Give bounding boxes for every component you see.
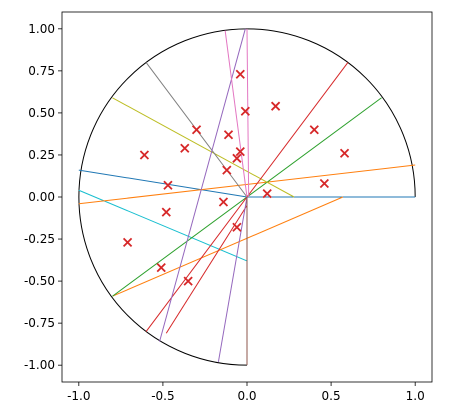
point-19 <box>156 262 166 273</box>
point-4 <box>223 130 234 140</box>
point-17 <box>232 222 242 232</box>
y-tick-label: 1.00 <box>28 22 55 36</box>
x-axis: -1.0 -0.5 0.0 0.5 1.0 <box>67 382 425 403</box>
quarter-arc-boundary <box>246 28 416 198</box>
point-12 <box>163 180 173 190</box>
y-tick-label: -0.75 <box>24 316 55 330</box>
point-7 <box>339 148 350 158</box>
segment-3 <box>78 164 416 205</box>
y-tick-label: 0.00 <box>28 190 55 204</box>
segment-9 <box>165 205 248 334</box>
point-18 <box>122 237 133 248</box>
y-tick-label: -1.00 <box>24 358 55 372</box>
point-14 <box>262 188 272 199</box>
point-6 <box>309 125 319 135</box>
point-8 <box>139 150 150 160</box>
x-tick-label: -0.5 <box>151 389 174 403</box>
x-tick-label: 1.0 <box>406 389 425 403</box>
plot-area <box>78 28 416 366</box>
y-axis: 1.00 0.75 0.50 0.25 0.00 -0.25 -0.50 -0.75 -1.00 <box>24 22 62 372</box>
segment-10 <box>159 28 246 342</box>
point-0 <box>235 69 245 79</box>
point-20 <box>183 276 193 286</box>
segment-12 <box>224 30 248 198</box>
segment-0 <box>78 169 248 198</box>
point-9 <box>235 146 245 157</box>
y-tick-label: 0.75 <box>28 64 55 78</box>
point-2 <box>191 125 202 135</box>
y-tick-label: 0.50 <box>28 106 55 120</box>
point-3 <box>180 143 190 153</box>
point-5 <box>270 101 281 111</box>
point-16 <box>161 207 171 217</box>
point-11 <box>222 165 232 175</box>
x-tick-label: 0.5 <box>322 389 341 403</box>
x-tick-label: -1.0 <box>67 389 90 403</box>
segment-4 <box>112 196 344 297</box>
point-10 <box>232 153 242 163</box>
point-15 <box>218 197 229 207</box>
y-tick-label: 0.25 <box>28 148 55 162</box>
semicircle-boundary <box>78 28 248 366</box>
x-tick-label: 0.0 <box>237 389 256 403</box>
y-tick-label: -0.50 <box>24 274 55 288</box>
segment-6 <box>112 97 295 198</box>
y-tick-label: -0.25 <box>24 232 55 246</box>
point-13 <box>319 178 330 189</box>
segment-11 <box>217 196 248 362</box>
point-1 <box>240 106 250 116</box>
